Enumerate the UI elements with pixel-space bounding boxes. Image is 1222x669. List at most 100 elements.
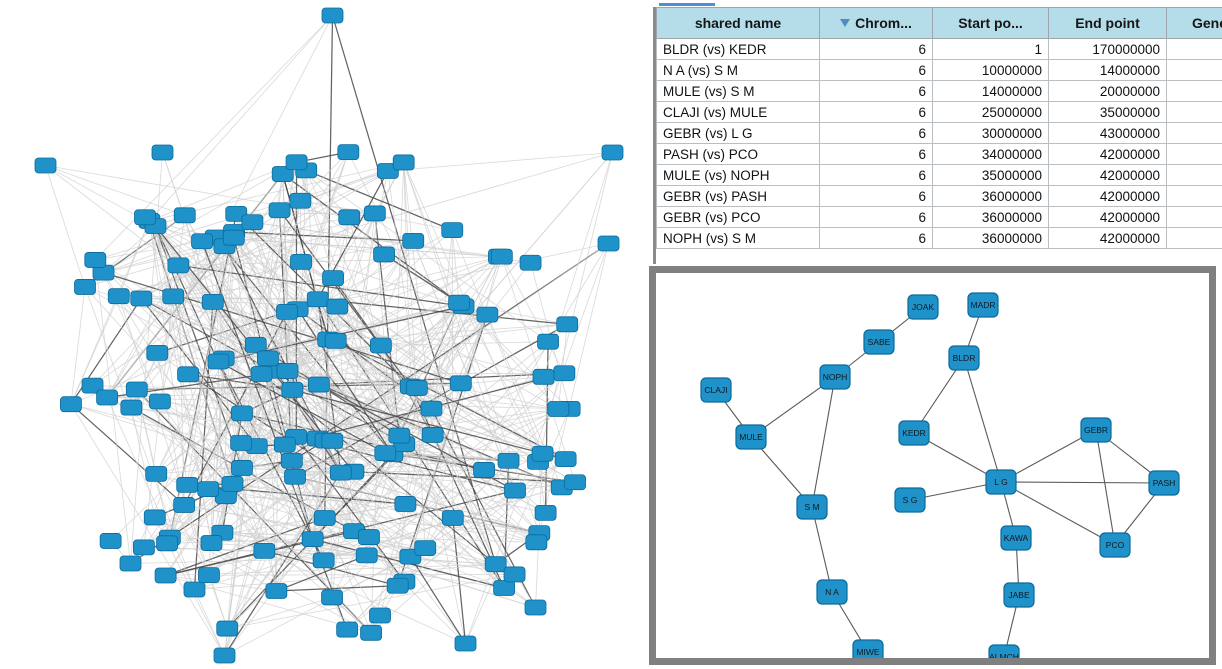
- network-edge[interactable]: [45, 165, 185, 216]
- network-node[interactable]: [421, 427, 444, 443]
- network-node[interactable]: [120, 399, 143, 416]
- network-node[interactable]: [268, 202, 291, 219]
- network-node[interactable]: [547, 401, 570, 417]
- network-node-shape[interactable]: [1148, 470, 1180, 496]
- network-edge[interactable]: [366, 554, 536, 608]
- network-edge[interactable]: [166, 243, 609, 544]
- table-cell-shared_name[interactable]: GEBR (vs) PCO: [656, 206, 820, 228]
- table-cell-start_point[interactable]: 14000000: [932, 80, 1049, 102]
- network-edge[interactable]: [409, 556, 467, 644]
- network-edge[interactable]: [70, 403, 296, 478]
- network-node[interactable]: [241, 214, 264, 231]
- network-edge[interactable]: [144, 216, 382, 346]
- network-edge[interactable]: [226, 256, 503, 629]
- network-edge[interactable]: [143, 503, 406, 548]
- network-edge[interactable]: [187, 453, 543, 486]
- network-edge[interactable]: [155, 473, 210, 576]
- network-node[interactable]: [177, 366, 199, 383]
- table-cell-start_point[interactable]: 34000000: [932, 143, 1049, 165]
- network-node[interactable]: [601, 144, 624, 161]
- table-cell-start_point[interactable]: 36000000: [932, 206, 1049, 228]
- network-node[interactable]: [230, 435, 253, 451]
- table-cell-shared_name[interactable]: GEBR (vs) PASH: [656, 185, 820, 207]
- network-node[interactable]: [394, 496, 417, 512]
- network-node-shape[interactable]: [894, 487, 926, 513]
- network-node-shape[interactable]: [985, 469, 1017, 495]
- table-cell-end_point[interactable]: 42000000: [1048, 185, 1167, 207]
- network-node[interactable]: [388, 427, 411, 444]
- table-row[interactable]: BLDR (vs) KEDR61170000000192.0: [656, 38, 1222, 60]
- network-node[interactable]: [183, 581, 206, 598]
- table-cell-genetic[interactable]: 192.0: [1166, 38, 1222, 60]
- network-node[interactable]: [531, 445, 554, 462]
- network-node[interactable]: [130, 290, 153, 307]
- network-edge[interactable]: [460, 314, 488, 384]
- network-edge[interactable]: [224, 373, 262, 656]
- network-node[interactable]: [276, 303, 298, 320]
- network-edge[interactable]: [370, 345, 382, 633]
- network-node[interactable]: [503, 566, 526, 583]
- network-edge[interactable]: [324, 314, 488, 519]
- network-node[interactable]: [306, 291, 329, 308]
- network-node[interactable]: [280, 452, 303, 469]
- network-edge[interactable]: [305, 170, 549, 343]
- network-edge[interactable]: [208, 314, 488, 490]
- network-edge[interactable]: [416, 376, 544, 389]
- network-edge[interactable]: [267, 302, 460, 359]
- network-node[interactable]: [374, 445, 397, 462]
- network-node[interactable]: [200, 535, 223, 551]
- table-cell-chromosome[interactable]: 6: [819, 122, 933, 144]
- network-node[interactable]: [273, 436, 296, 453]
- network-edge[interactable]: [325, 408, 559, 441]
- network-edge[interactable]: [424, 256, 500, 549]
- network-edge[interactable]: [186, 246, 225, 485]
- network-node[interactable]: [597, 235, 620, 252]
- network-node[interactable]: SABE: [863, 329, 895, 355]
- network-node[interactable]: [201, 293, 224, 310]
- table-cell-end_point[interactable]: 170000000: [1048, 38, 1167, 60]
- table-cell-chromosome[interactable]: 6: [819, 59, 933, 81]
- network-node[interactable]: JABE: [1003, 582, 1035, 608]
- network-node[interactable]: [197, 481, 220, 498]
- network-edge[interactable]: [292, 389, 566, 460]
- network-edge[interactable]: [963, 357, 1002, 483]
- network-node[interactable]: [504, 482, 526, 499]
- network-edge[interactable]: [318, 240, 414, 385]
- network-node[interactable]: CLAJI: [700, 377, 732, 403]
- network-node-shape[interactable]: [796, 494, 828, 520]
- network-edge[interactable]: [241, 467, 367, 556]
- network-node[interactable]: [162, 288, 185, 305]
- network-node[interactable]: [336, 621, 359, 638]
- table-row[interactable]: GEBR (vs) PASH636000000420000008.9: [656, 185, 1222, 207]
- network-node[interactable]: N A: [816, 579, 848, 605]
- network-edge[interactable]: [70, 403, 225, 656]
- network-node[interactable]: [519, 254, 542, 271]
- network-edge[interactable]: [106, 246, 225, 398]
- table-cell-genetic[interactable]: 11.4: [1166, 143, 1222, 165]
- network-edge[interactable]: [392, 453, 496, 565]
- network-edge[interactable]: [335, 256, 503, 342]
- table-row[interactable]: CLAJI (vs) MULE625000000350000005.9: [656, 101, 1222, 123]
- table-header-row[interactable]: shared name Chrom... Start po... End point G…: [656, 7, 1222, 39]
- network-node[interactable]: NOPH: [819, 364, 851, 390]
- network-node[interactable]: GEBR: [1080, 417, 1112, 443]
- network-node[interactable]: [454, 635, 477, 652]
- network-edge[interactable]: [173, 295, 411, 387]
- network-edge[interactable]: [106, 265, 179, 398]
- table-cell-chromosome[interactable]: 6: [819, 80, 933, 102]
- network-node[interactable]: [154, 567, 177, 584]
- network-node[interactable]: [329, 464, 352, 481]
- network-edge[interactable]: [194, 563, 496, 590]
- network-node[interactable]: [338, 209, 361, 226]
- table-cell-end_point[interactable]: 42000000: [1048, 143, 1167, 165]
- table-row[interactable]: NOPH (vs) S M636000000420000009.9: [656, 227, 1222, 249]
- network-node[interactable]: [225, 205, 248, 222]
- network-node-shape[interactable]: [1080, 417, 1112, 443]
- network-edge[interactable]: [459, 302, 568, 325]
- network-node[interactable]: [554, 451, 577, 467]
- table-cell-start_point[interactable]: 36000000: [932, 227, 1049, 249]
- network-edge[interactable]: [323, 452, 386, 561]
- network-edge[interactable]: [223, 151, 349, 359]
- network-node[interactable]: [167, 257, 190, 274]
- network-edge[interactable]: [252, 221, 531, 264]
